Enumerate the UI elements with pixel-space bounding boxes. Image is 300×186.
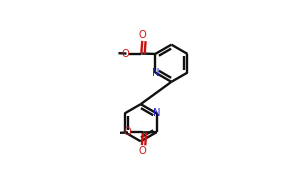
Text: O: O	[123, 127, 131, 137]
Text: N: N	[153, 108, 160, 118]
Text: N: N	[152, 68, 159, 78]
Text: O: O	[138, 30, 146, 40]
Text: O: O	[122, 49, 130, 59]
Text: O: O	[138, 146, 146, 156]
